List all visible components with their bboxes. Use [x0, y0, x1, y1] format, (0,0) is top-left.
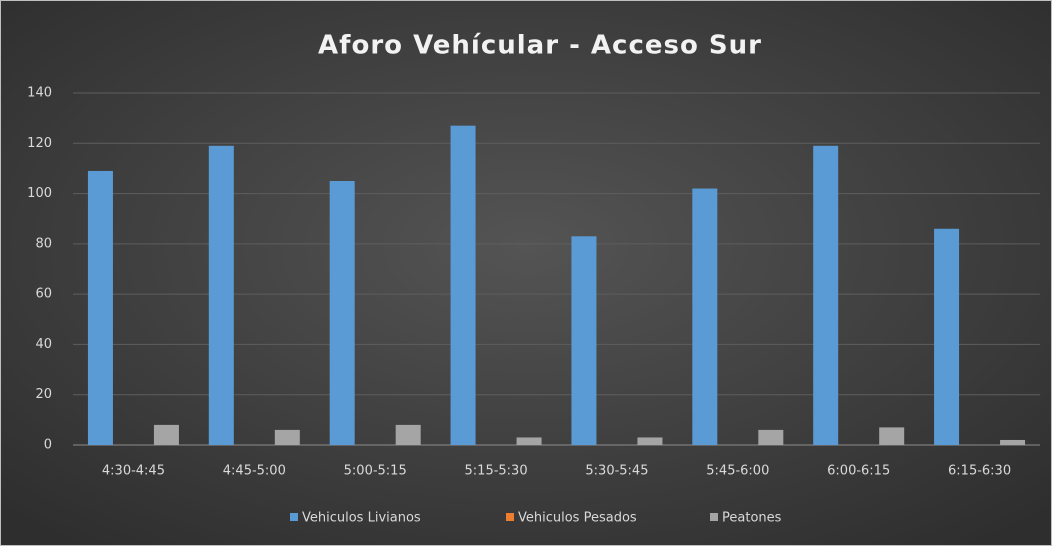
x-tick-label: 4:45-5:00: [223, 464, 286, 479]
x-tick-label: 5:45-6:00: [706, 464, 769, 479]
x-tick-label: 4:30-4:45: [102, 464, 165, 479]
bar: [395, 424, 421, 445]
y-tick-label: 60: [35, 287, 52, 302]
x-tick-label: 5:30-5:45: [585, 464, 648, 479]
y-tick-label: 100: [27, 186, 52, 201]
x-tick-label: 6:00-6:15: [827, 464, 890, 479]
chart-title: Aforo Vehícular - Acceso Sur: [318, 31, 762, 61]
bar: [450, 125, 476, 445]
bar: [879, 427, 905, 445]
legend-swatch: [710, 513, 718, 521]
y-tick-label: 140: [27, 86, 52, 101]
bar: [692, 188, 718, 446]
legend-swatch: [506, 513, 514, 521]
bar: [571, 236, 597, 445]
y-tick-label: 20: [35, 387, 52, 402]
bar: [1000, 439, 1026, 445]
bar: [274, 429, 300, 445]
bar: [87, 170, 113, 445]
bar: [637, 437, 663, 445]
y-tick-label: 80: [35, 236, 52, 251]
legend: Vehiculos Livianos Vehiculos Pesados Peato…: [290, 511, 782, 526]
bar: [758, 429, 784, 445]
bar: [934, 228, 960, 445]
legend-swatch: [290, 513, 298, 521]
bar: [329, 181, 355, 445]
x-tick-label: 5:15-5:30: [465, 464, 528, 479]
legend-label: Peatones: [722, 511, 782, 526]
x-tick-label: 5:00-5:15: [344, 464, 407, 479]
legend-label: Vehiculos Livianos: [302, 511, 421, 526]
bar: [208, 145, 234, 446]
y-tick-label: 0: [44, 438, 52, 453]
y-tick-label: 120: [27, 136, 52, 151]
bar: [813, 145, 839, 446]
legend-label: Vehiculos Pesados: [518, 511, 637, 526]
bar: [153, 424, 179, 445]
x-tick-label: 6:15-6:30: [948, 464, 1011, 479]
bar: [516, 437, 542, 445]
y-tick-label: 40: [35, 337, 52, 352]
